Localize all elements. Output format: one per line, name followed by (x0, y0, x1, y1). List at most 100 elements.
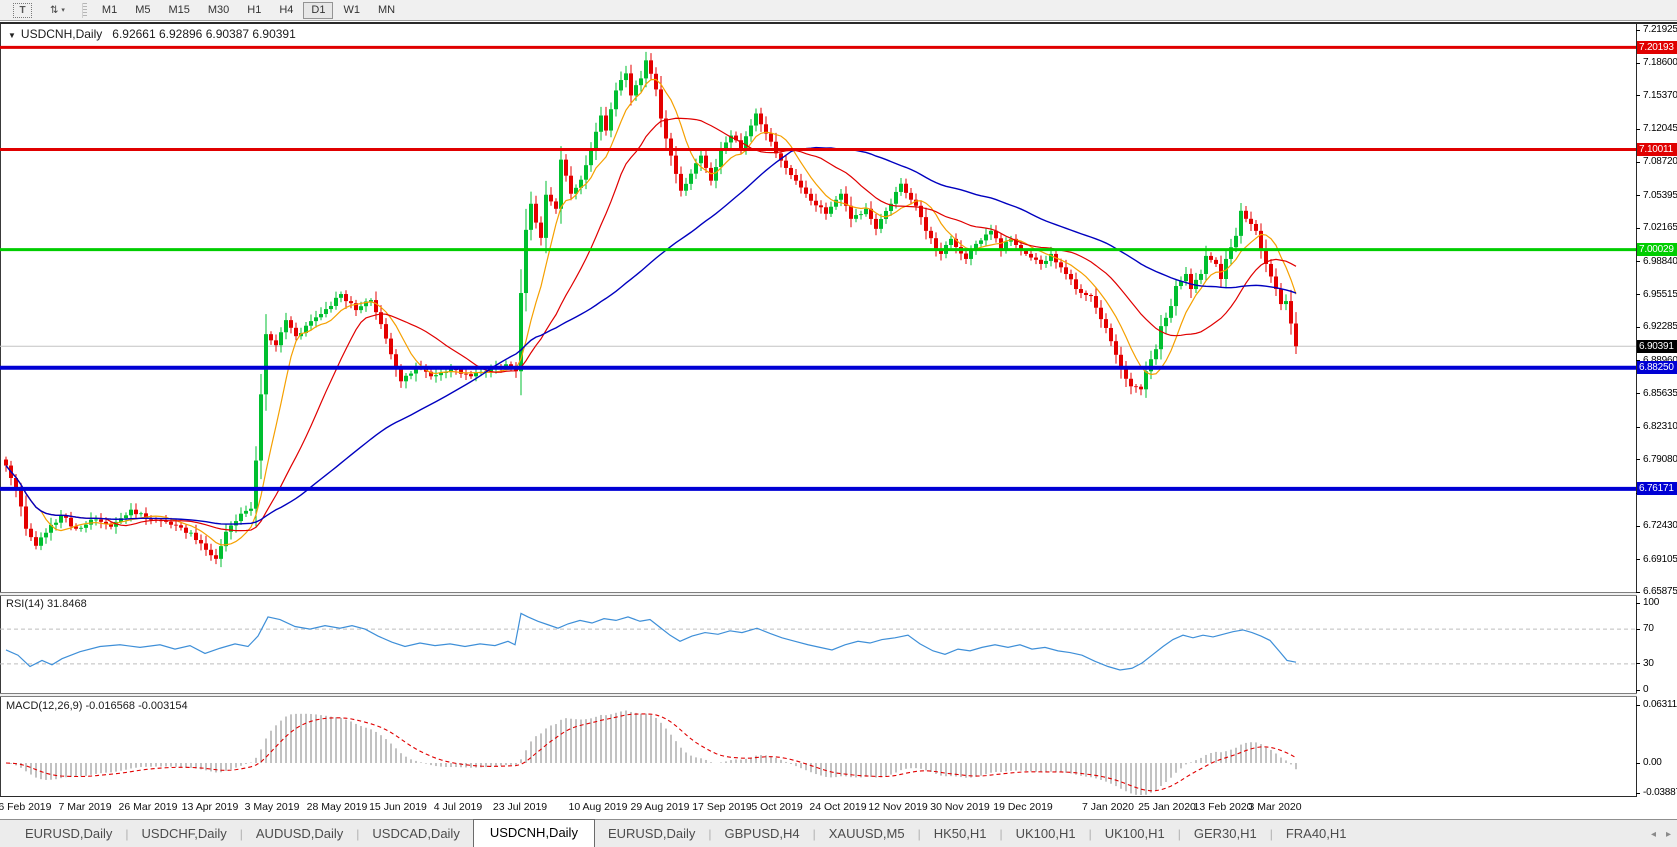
timeframe-button-m30[interactable]: M30 (200, 2, 237, 19)
tab-separator: | (708, 827, 712, 841)
date-label-3-mar-2020: 3 Mar 2020 (1248, 801, 1302, 813)
chart-tab-1-usdchfdaily[interactable]: USDCHF,Daily (141, 826, 227, 841)
timeframe-button-m5[interactable]: M5 (127, 2, 158, 19)
chart-tab-8-hk50h1[interactable]: HK50,H1 (933, 826, 987, 841)
date-label-16-feb-2019: 16 Feb 2019 (0, 801, 52, 813)
chart-tab-10-uk100h1[interactable]: UK100,H1 (1104, 826, 1165, 841)
chart-tab-0-eurusddaily[interactable]: EURUSD,Daily (25, 826, 113, 841)
price-tick-7.08720-tick (1636, 161, 1640, 163)
date-label-25-jan-2020: 25 Jan 2020 (1138, 801, 1196, 813)
price-tick-7.18600-tick (1636, 62, 1640, 64)
price-axis-border (1636, 24, 1637, 797)
macd-tick-0.06311-tick (1636, 704, 1640, 706)
price-tick-7.15370-label: 7.15370 (1643, 89, 1677, 101)
price-tick-7.05395-label: 7.05395 (1643, 189, 1677, 201)
chart-tab-12-fra40h1[interactable]: FRA40,H1 (1285, 826, 1347, 841)
date-label-13-apr-2019: 13 Apr 2019 (181, 801, 239, 813)
chart-tab-5-eurusddaily[interactable]: EURUSD,Daily (607, 826, 696, 841)
macd-tick--0.03887-tick (1636, 792, 1640, 794)
price-tick-6.65875-tick (1636, 591, 1640, 593)
timeframe-button-h4[interactable]: H4 (271, 2, 301, 19)
tab-scroll-right-icon[interactable]: ▸ (1665, 829, 1671, 840)
chart-tab-4-usdcnhdaily[interactable]: USDCNH,Daily (472, 819, 595, 847)
chart-tab-9-uk100h1[interactable]: UK100,H1 (1015, 826, 1076, 841)
macd-tick-0.06311-label: 0.06311 (1643, 699, 1677, 710)
arrange-windows-button[interactable]: ⇅ ▾ (42, 2, 73, 19)
price-tick-7.12045-tick (1636, 128, 1640, 130)
rsi-tick-100-label: 100 (1643, 597, 1660, 608)
text-tool-button[interactable]: T (5, 2, 40, 19)
timeframe-button-m1[interactable]: M1 (94, 2, 125, 19)
tab-separator: | (1269, 827, 1273, 841)
chart-tab-2-audusddaily[interactable]: AUDUSD,Daily (255, 826, 344, 841)
date-label-28-may-2019: 28 May 2019 (306, 801, 368, 813)
price-tick-6.85635-label: 6.85635 (1643, 387, 1677, 399)
date-label-17-sep-2019: 17 Sep 2019 (692, 801, 752, 813)
price-axis[interactable] (1637, 24, 1677, 797)
tab-separator: | (812, 827, 816, 841)
price-tick-7.08720-label: 7.08720 (1643, 156, 1677, 168)
tab-scroll-arrows: ◂ ▸ (1651, 829, 1671, 847)
level-label-6.76171: 6.76171 (1637, 482, 1677, 496)
rsi-tick-70-label: 70 (1643, 623, 1654, 635)
chart-tabs: EURUSD,Daily | USDCHF,Daily | AUDUSD,Daily | U… (12, 819, 1360, 847)
rsi-tick-0-label: 0 (1643, 684, 1649, 695)
level-label-7.00029: 7.00029 (1637, 243, 1677, 257)
chart-tab-7-xauusdm5[interactable]: XAUUSD,M5 (828, 826, 905, 841)
date-label-3-may-2019: 3 May 2019 (244, 801, 300, 813)
date-label-15-jun-2019: 15 Jun 2019 (369, 801, 427, 813)
macd-tick-0.00-tick (1636, 762, 1640, 764)
tab-separator: | (1088, 827, 1092, 841)
macd-splitter[interactable] (0, 693, 1677, 697)
chart-frame-left (0, 24, 1, 797)
timeframe-button-d1[interactable]: D1 (303, 1, 334, 19)
chart-tab-6-gbpusdh4[interactable]: GBPUSD,H4 (724, 826, 800, 841)
price-tick-7.02165-tick (1636, 227, 1640, 229)
chevron-down-icon: ▾ (61, 7, 65, 14)
timeframe-button-mn[interactable]: MN (370, 2, 403, 19)
price-tick-7.21925-label: 7.21925 (1643, 24, 1677, 35)
chart-tab-bar: EURUSD,Daily | USDCHF,Daily | AUDUSD,Daily | U… (0, 819, 1677, 847)
date-label-10-aug-2019: 10 Aug 2019 (568, 801, 628, 813)
date-label-23-jul-2019: 23 Jul 2019 (492, 801, 548, 813)
rsi-label: RSI(14) 31.8468 (6, 598, 87, 610)
timeframe-button-m15[interactable]: M15 (160, 2, 197, 19)
level-label-7.10011: 7.10011 (1637, 142, 1677, 156)
timeframe-button-w1[interactable]: W1 (335, 2, 368, 19)
price-tick-6.88960-label: 6.88960 (1643, 354, 1677, 366)
date-label-5-oct-2019: 5 Oct 2019 (751, 801, 803, 813)
rsi-tick-100-tick (1636, 602, 1640, 604)
legend-quote: 6.92661 6.92896 6.90387 6.90391 (112, 27, 296, 41)
date-label-30-nov-2019: 30 Nov 2019 (930, 801, 990, 813)
price-tick-6.92285-tick (1636, 326, 1640, 328)
date-label-19-dec-2019: 19 Dec 2019 (993, 801, 1053, 813)
price-tick-6.79080-label: 6.79080 (1643, 453, 1677, 465)
date-label-26-mar-2019: 26 Mar 2019 (118, 801, 178, 813)
price-tick-6.82310-tick (1636, 426, 1640, 428)
current-price-label: 6.90391 (1637, 339, 1677, 353)
rsi-splitter[interactable] (0, 592, 1677, 596)
date-label-29-aug-2019: 29 Aug 2019 (630, 801, 690, 813)
price-tick-6.65875-label: 6.65875 (1643, 586, 1677, 598)
chart-frame-top (0, 22, 1677, 24)
date-label-12-nov-2019: 12 Nov 2019 (868, 801, 928, 813)
price-tick-6.95515-tick (1636, 294, 1640, 296)
price-tick-6.72430-label: 6.72430 (1643, 520, 1677, 532)
price-tick-6.98840-tick (1636, 261, 1640, 263)
tab-separator: | (999, 827, 1003, 841)
tab-separator: | (125, 827, 129, 841)
chart-tab-11-ger30h1[interactable]: GER30,H1 (1193, 826, 1257, 841)
timeframe-button-h1[interactable]: H1 (239, 2, 269, 19)
price-tick-6.72430-tick (1636, 525, 1640, 527)
toolbar-grip[interactable] (81, 2, 87, 18)
rsi-tick-30-label: 30 (1643, 657, 1654, 669)
arrange-windows-icon: ⇅ (50, 4, 59, 16)
date-label-24-oct-2019: 24 Oct 2019 (809, 801, 867, 813)
price-tick-7.02165-label: 7.02165 (1643, 222, 1677, 234)
chart-tab-3-usdcaddaily[interactable]: USDCAD,Daily (372, 826, 460, 841)
price-tick-6.82310-label: 6.82310 (1643, 421, 1677, 433)
tab-scroll-left-icon[interactable]: ◂ (1650, 829, 1656, 840)
